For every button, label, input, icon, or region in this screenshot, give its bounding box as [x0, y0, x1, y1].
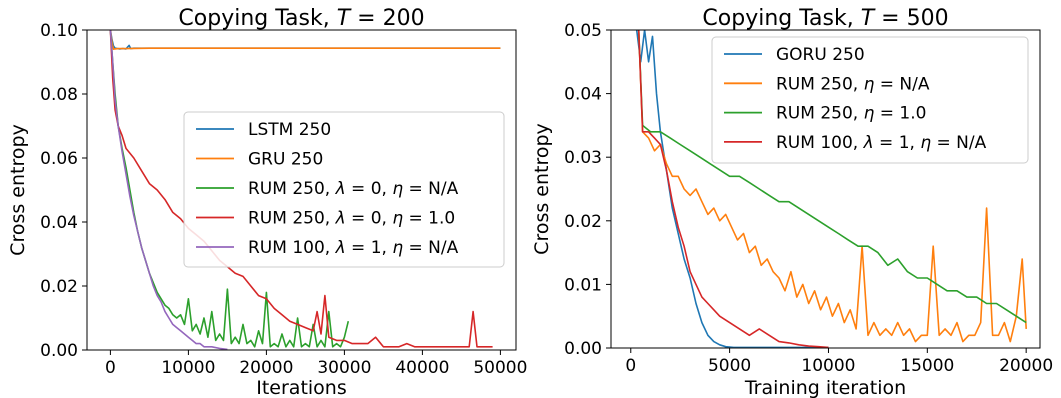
x-tick-label: 5000: [708, 356, 751, 376]
series-lines: [109, 30, 501, 350]
y-tick-label: 0.04: [564, 85, 602, 105]
text-part: RUM 100,: [248, 238, 336, 258]
series-line-4: [109, 30, 493, 348]
x-axis-label: Training iteration: [744, 377, 906, 398]
legend-entry: RUM 100, λ = 1, η = N/A: [776, 133, 987, 153]
legend-entry: GORU 250: [776, 45, 865, 65]
legend-entry: RUM 250, η = N/A: [776, 74, 930, 94]
x-tick-label: 0: [625, 356, 636, 376]
text-part: RUM 250,: [776, 104, 864, 124]
text-part: η: [392, 179, 403, 199]
text-part: RUM 100,: [776, 133, 864, 153]
legend-box: [711, 36, 1029, 164]
y-tick-label: 0.02: [564, 212, 602, 232]
text-part: = 1.0: [403, 209, 455, 229]
x-axis-label: Iterations: [256, 377, 347, 398]
text-part: = 1,: [346, 238, 393, 258]
y-tick-label: 0.00: [564, 339, 602, 359]
legend-entry: RUM 250, η = 1.0: [776, 104, 926, 124]
chart-title: Copying Task, T = 200: [178, 6, 424, 31]
legend-entry: RUM 250, λ = 0, η = N/A: [248, 179, 459, 199]
x-tick-label: 40000: [395, 358, 449, 378]
legend-entry: RUM 100, λ = 1, η = N/A: [248, 238, 459, 258]
x-tick-label: 20000: [239, 358, 293, 378]
x-tick-label: 10000: [801, 356, 855, 376]
chart-title: Copying Task, T = 500: [702, 6, 948, 31]
text-part: = N/A: [403, 238, 458, 258]
series-line-4: [637, 30, 829, 348]
series-line-2: [637, 30, 1027, 343]
text-part: = 0,: [346, 179, 393, 199]
text-part: λ: [335, 209, 346, 229]
text-part: η: [864, 74, 875, 94]
y-tick-label: 0.05: [564, 21, 602, 41]
axes-frame: [610, 29, 1041, 349]
chart-2: 0 5000 10000 15000 20000 0.00 0.01 0.02 0.03 0.04…: [531, 6, 1053, 398]
text-part: = 500: [874, 6, 948, 31]
text-part: λ: [335, 238, 346, 258]
series-line-1: [635, 30, 829, 348]
x-tick-label: 50000: [473, 358, 527, 378]
text-part: λ: [863, 133, 874, 153]
text-part: η: [392, 209, 403, 229]
text-part: = 1.0: [874, 104, 926, 124]
text-part: η: [864, 104, 875, 124]
text-part: = N/A: [874, 74, 929, 94]
text-part: η: [392, 238, 403, 258]
y-tick-label: 0.06: [40, 149, 78, 169]
text-part: RUM 250,: [776, 74, 864, 94]
series-line-1: [109, 30, 501, 50]
x-tick-label: 15000: [900, 356, 954, 376]
text-part: Copying Task,: [178, 6, 336, 31]
y-tick-label: 0.08: [40, 85, 78, 105]
x-tick-label: 30000: [317, 358, 371, 378]
y-axis-label: Cross entropy: [531, 123, 553, 255]
legend-entry: GRU 250: [248, 150, 323, 170]
text-part: = 0,: [346, 209, 393, 229]
y-tick-label: 0.10: [40, 21, 78, 41]
y-tick-label: 0.02: [40, 277, 78, 297]
text-part: RUM 250,: [248, 209, 336, 229]
text-part: T: [861, 6, 876, 31]
text-part: T: [337, 6, 352, 31]
text-part: η: [920, 133, 931, 153]
series-line-3: [637, 30, 1027, 324]
series-lines: [635, 30, 1027, 348]
y-axis-label: Cross entropy: [7, 124, 29, 256]
text-part: = 1,: [874, 133, 921, 153]
axes-frame: [86, 29, 517, 351]
legend-entry: RUM 250, λ = 0, η = 1.0: [248, 209, 455, 229]
legend-entry: LSTM 250: [248, 120, 331, 140]
y-tick-label: 0.00: [40, 341, 78, 361]
text-part: λ: [335, 179, 346, 199]
chart-1: 0 10000 20000 30000 40000 50000 0.00 0.02 0.04 0.…: [7, 6, 527, 398]
text-part: Copying Task,: [702, 6, 860, 31]
y-tick-label: 0.01: [564, 275, 602, 295]
x-tick-label: 0: [105, 358, 116, 378]
y-tick-label: 0.03: [564, 148, 602, 168]
y-tick-label: 0.04: [40, 213, 78, 233]
x-tick-label: 20000: [999, 356, 1053, 376]
legend-box: [183, 111, 505, 268]
text-part: = N/A: [403, 179, 458, 199]
series-line-5: [109, 30, 228, 350]
series-line-2: [109, 30, 501, 51]
text-part: = N/A: [931, 133, 986, 153]
text-part: RUM 250,: [248, 179, 336, 199]
text-part: = 200: [350, 6, 424, 31]
x-tick-label: 10000: [161, 358, 215, 378]
